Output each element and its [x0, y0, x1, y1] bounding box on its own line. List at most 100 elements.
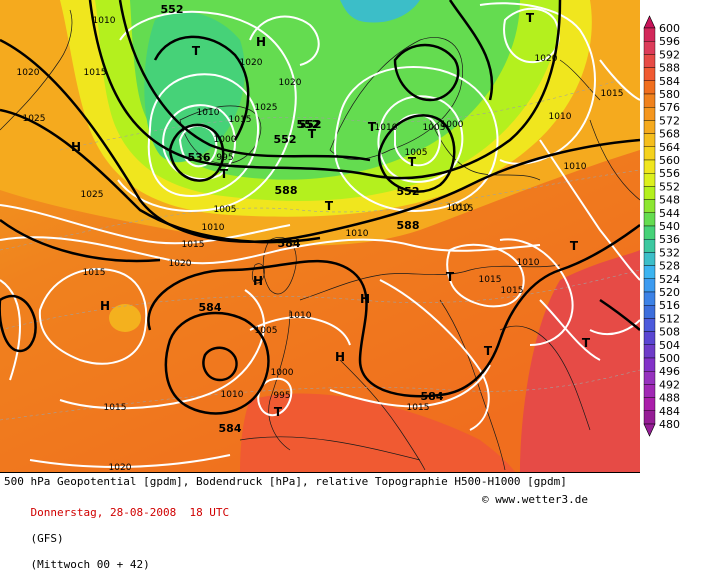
pressure-label: 1000 — [214, 135, 237, 145]
legend-value: 584 — [659, 75, 680, 88]
pressure-label: 1025 — [23, 114, 46, 124]
pressure-label: 1000 — [441, 120, 464, 130]
legend-value: 516 — [659, 299, 680, 312]
pressure-label: 995 — [216, 153, 233, 163]
legend-value: 488 — [659, 392, 680, 405]
pressure-label: 1020 — [169, 259, 192, 269]
pressure-label: 1020 — [279, 78, 302, 88]
legend-swatch — [643, 159, 656, 174]
low-pressure-marker: T — [325, 199, 334, 213]
map-labels: 5525525525525365885845845845845885521010… — [17, 3, 624, 472]
pressure-label: 1005 — [214, 205, 237, 215]
legend-swatch — [643, 384, 656, 398]
legend-top-arrow — [643, 15, 656, 29]
geopotential-label: 552 — [297, 118, 320, 131]
geopotential-label: 552 — [299, 118, 322, 131]
legend-value: 600 — [659, 22, 680, 35]
low-pressure-marker: T — [446, 270, 455, 284]
legend-swatch — [643, 133, 656, 148]
pressure-label: 1005 — [405, 148, 428, 158]
legend-swatch — [643, 199, 656, 214]
legend-value: 492 — [659, 378, 680, 391]
caption-model: (GFS) — [30, 532, 64, 545]
legend-swatch — [643, 371, 656, 385]
copyright[interactable]: © www.wetter3.de — [482, 493, 588, 506]
legend-swatch — [643, 318, 656, 332]
pressure-label: 1010 — [517, 258, 540, 268]
legend-swatch — [643, 278, 656, 293]
low-pressure-marker: T — [274, 405, 283, 419]
pressure-label: 1010 — [202, 223, 225, 233]
legend-swatch — [643, 67, 656, 81]
low-pressure-marker: T — [308, 127, 317, 141]
legend-value: 556 — [659, 167, 680, 180]
pressure-label: 1015 — [229, 115, 252, 125]
low-pressure-marker: T — [484, 344, 493, 358]
legend-canvas: 6005965925885845805765725685645605565525… — [643, 15, 680, 437]
legend-swatch — [643, 80, 656, 95]
geopotential-label: 552 — [161, 3, 184, 16]
legend-swatch — [643, 41, 656, 55]
legend-swatch — [643, 27, 656, 42]
pressure-label: 1015 — [182, 240, 205, 250]
color-field-lightspot — [109, 304, 141, 332]
pressure-label: 1020 — [17, 68, 40, 78]
legend-value: 532 — [659, 246, 680, 259]
legend-swatch — [643, 172, 656, 187]
legend-swatch — [643, 106, 656, 121]
legend-value: 552 — [659, 180, 680, 193]
pressure-label: 1010 — [197, 108, 220, 118]
high-pressure-marker: H — [71, 140, 81, 154]
pressure-label: 1005 — [423, 123, 446, 133]
geopotential-contours — [0, 0, 640, 415]
pressure-label: 1015 — [601, 89, 624, 99]
low-pressure-marker: T — [220, 167, 229, 181]
legend-swatch — [643, 146, 656, 161]
legend-swatch — [643, 225, 656, 240]
geopotential-label: 584 — [278, 237, 301, 250]
geopotential-label: 552 — [274, 133, 297, 146]
legend-swatch — [643, 252, 656, 266]
legend-swatch — [643, 120, 656, 134]
legend-value: 536 — [659, 233, 680, 246]
pressure-label: 1025 — [255, 103, 278, 113]
pressure-label: 1010 — [549, 112, 572, 122]
legend-swatch — [643, 331, 656, 346]
legend-value: 564 — [659, 141, 680, 154]
legend-value: 544 — [659, 207, 680, 220]
legend-swatch — [643, 265, 656, 280]
geopotential-label: 584 — [421, 390, 444, 403]
low-pressure-marker: T — [582, 336, 591, 350]
low-pressure-marker: T — [570, 239, 579, 253]
legend-swatch — [643, 238, 656, 253]
pressure-label: 1010 — [221, 390, 244, 400]
high-pressure-marker: H — [256, 35, 266, 49]
pressure-label: 1015 — [84, 68, 107, 78]
map-caption: 500 hPa Geopotential [gpdm], Bodendruck … — [0, 472, 640, 571]
legend-swatch — [643, 54, 656, 68]
pressure-label: 1015 — [451, 204, 474, 214]
legend-value: 528 — [659, 260, 680, 273]
legend-value: 540 — [659, 220, 680, 233]
pressure-label: 1025 — [81, 190, 104, 200]
low-pressure-marker: T — [526, 11, 535, 25]
legend-value: 500 — [659, 352, 680, 365]
high-pressure-marker: H — [100, 299, 110, 313]
pressure-label: 1000 — [271, 368, 294, 378]
pressure-label: 1015 — [407, 403, 430, 413]
pressure-label: 1015 — [479, 275, 502, 285]
legend-swatch — [643, 410, 656, 425]
legend-value: 520 — [659, 286, 680, 299]
low-pressure-marker: T — [368, 120, 377, 134]
geopotential-label: 552 — [397, 185, 420, 198]
weather-map: 552 552 552 552 536 588 584 584 584 584 588 552 1010… — [0, 0, 640, 472]
caption-title: 500 hPa Geopotential [gpdm], Bodendruck … — [4, 475, 567, 488]
surface-pressure-isobars — [0, 2, 640, 468]
color-scale-legend: 600 596 592 588 584 580 576 572 568 564 560 556 552 5… — [640, 0, 704, 472]
pressure-label: 1010 — [93, 16, 116, 26]
legend-swatch — [643, 93, 656, 108]
legend-value: 484 — [659, 405, 680, 418]
legend-value: 480 — [659, 418, 680, 431]
website-link[interactable]: www.wetter3.de — [495, 493, 588, 506]
pressure-label: 1010 — [447, 203, 470, 213]
